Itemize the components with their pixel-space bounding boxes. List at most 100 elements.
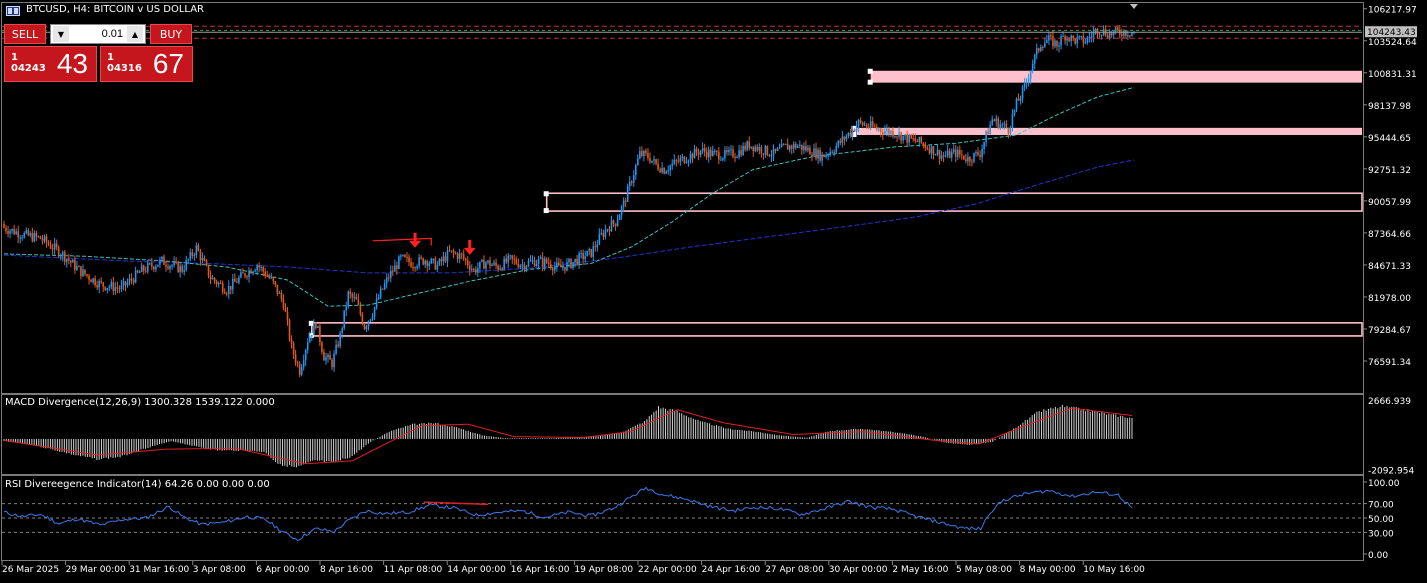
bear-candle (468, 265, 471, 271)
sell-price-box[interactable]: 1 04243 43 (4, 46, 97, 82)
bull-candle (788, 145, 791, 150)
bull-candle (738, 150, 740, 157)
bull-candle (539, 257, 542, 259)
bull-candle (110, 282, 113, 287)
bull-candle (693, 148, 696, 159)
bull-candle (1003, 123, 1006, 125)
price-axis-label: 103524.64 (1368, 38, 1417, 48)
price-axis-label: 95444.65 (1368, 134, 1411, 144)
bear-candle (165, 264, 167, 267)
bear-candle (225, 293, 228, 295)
bull-candle (661, 168, 663, 173)
bull-candle (343, 310, 345, 329)
bull-candle (1001, 124, 1004, 126)
bear-candle (392, 270, 394, 272)
bull-candle (507, 255, 510, 263)
bear-candle (78, 266, 80, 268)
bear-candle (39, 236, 42, 239)
bear-candle (280, 292, 283, 299)
bull-candle (300, 367, 303, 375)
bull-candle (746, 141, 748, 150)
bear-candle (55, 243, 58, 248)
bull-candle (780, 144, 783, 148)
bear-candle (94, 278, 96, 286)
bear-candle (406, 257, 408, 259)
bear-candle (351, 293, 354, 298)
bull-candle (1100, 34, 1103, 36)
time-axis-label: 11 Apr 08:00 (384, 565, 443, 575)
bull-candle (1029, 70, 1032, 79)
bear-candle (726, 150, 728, 153)
bull-candle (187, 259, 190, 261)
bear-candle (900, 132, 902, 141)
bear-candle (659, 169, 661, 173)
triangle-down-icon[interactable]: ▼ (53, 26, 69, 42)
bull-candle (606, 229, 609, 231)
bull-candle (470, 269, 473, 271)
bear-candle (408, 257, 410, 263)
bear-candle (444, 256, 447, 262)
time-axis-label: 19 Apr 08:00 (574, 565, 633, 575)
bull-candle (999, 124, 1002, 129)
bear-candle (501, 268, 503, 270)
bear-candle (993, 119, 996, 122)
bull-candle (720, 159, 722, 161)
bull-candle (477, 268, 479, 273)
lot-size-stepper[interactable]: ▼ ▲ (50, 24, 146, 44)
bull-candle (29, 233, 32, 236)
bear-candle (1072, 35, 1074, 39)
bear-candle (41, 238, 44, 241)
bear-candle (464, 258, 467, 261)
bear-candle (199, 251, 202, 261)
bear-candle (914, 138, 917, 142)
bull-candle (1044, 42, 1046, 48)
bull-candle (952, 149, 955, 152)
bull-candle (394, 265, 396, 272)
main-chart-frame (1, 2, 1364, 394)
time-axis-label: 29 Mar 00:00 (66, 565, 126, 575)
buy-button[interactable]: BUY (150, 24, 192, 44)
bear-candle (410, 262, 412, 267)
bear-candle (27, 230, 30, 236)
triangle-up-icon[interactable]: ▲ (127, 26, 143, 42)
bull-candle (598, 233, 601, 245)
zone-anchor (543, 191, 549, 197)
time-axis-label: 10 May 16:00 (1083, 565, 1145, 575)
bull-candle (687, 160, 690, 163)
bull-candle (940, 155, 943, 159)
bear-candle (264, 271, 267, 277)
bull-candle (995, 118, 998, 122)
bull-candle (681, 156, 684, 159)
bull-candle (632, 175, 635, 183)
lot-size-input[interactable] (71, 26, 123, 42)
bull-candle (803, 146, 805, 150)
bull-candle (398, 256, 400, 269)
bear-candle (515, 259, 518, 264)
sell-button[interactable]: SELL (4, 24, 46, 44)
bear-candle (740, 150, 742, 156)
buy-price-box[interactable]: 1 04316 67 (100, 46, 193, 82)
bear-candle (452, 250, 455, 254)
bear-candle (1042, 46, 1044, 48)
bear-candle (608, 229, 611, 232)
bull-candle (278, 292, 281, 294)
bull-candle (149, 263, 151, 265)
bull-candle (179, 266, 181, 273)
bull-candle (450, 250, 453, 252)
bear-candle (262, 267, 264, 272)
time-axis-label: 30 Apr 00:00 (829, 565, 888, 575)
bull-candle (128, 278, 131, 283)
bear-candle (790, 145, 793, 149)
bull-candle (138, 272, 141, 274)
price-axis-label: 90057.99 (1368, 198, 1411, 208)
bull-candle (566, 262, 568, 271)
price-divergence-line (372, 237, 432, 246)
bull-candle (389, 270, 392, 279)
bull-candle (667, 170, 669, 172)
bear-candle (244, 273, 246, 277)
bear-candle (460, 253, 463, 255)
bull-candle (578, 253, 580, 265)
bear-candle (329, 354, 331, 360)
bull-candle (792, 143, 795, 149)
